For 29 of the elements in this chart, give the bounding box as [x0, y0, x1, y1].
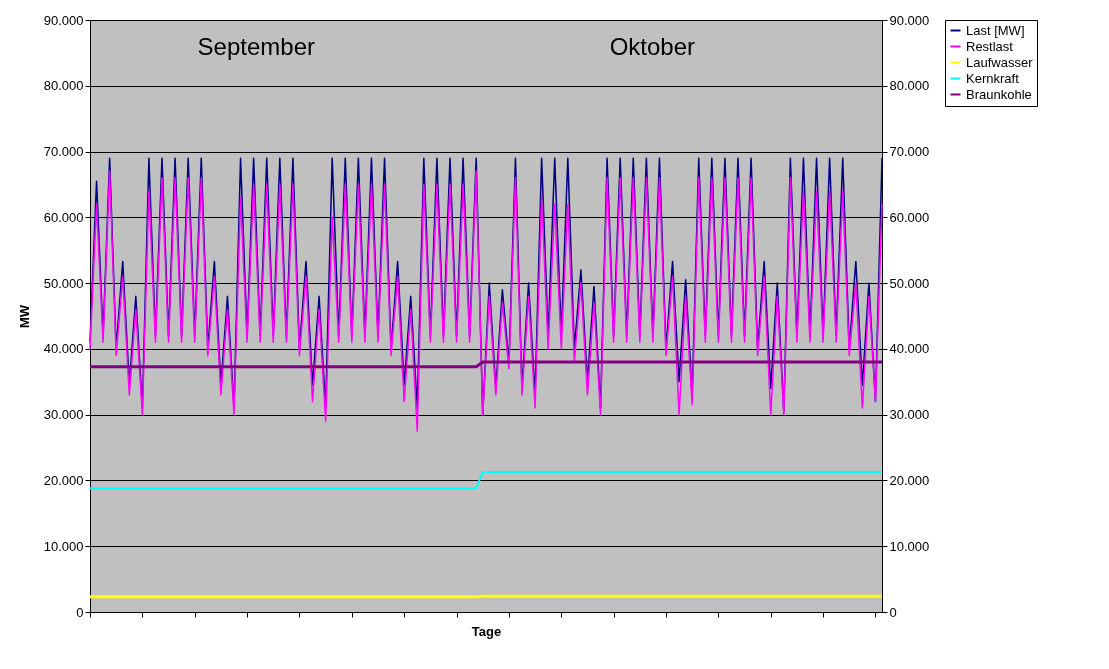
y-tick-label: 80.000: [43, 78, 84, 94]
legend-label: Braunkohle: [966, 86, 1032, 102]
y2-tick-label: 20.000: [889, 472, 930, 488]
y2-tick-label: 70.000: [889, 144, 930, 160]
legend-label: Restlast: [966, 38, 1014, 54]
legend-label: Last [MW]: [966, 22, 1025, 38]
y2-tick-label: 80.000: [889, 78, 930, 94]
y2-tick-label: 10.000: [889, 538, 930, 554]
y-tick-label: 0: [76, 604, 84, 620]
y-tick-label: 50.000: [43, 275, 84, 291]
y2-tick-label: 40.000: [889, 341, 930, 357]
y2-tick-label: 30.000: [889, 407, 930, 423]
y-tick-label: 10.000: [43, 538, 84, 554]
y-tick-label: 70.000: [43, 144, 84, 160]
annotation: Oktober: [609, 33, 696, 60]
y-tick-label: 30.000: [43, 407, 84, 423]
y-tick-label: 20.000: [43, 472, 84, 488]
annotation: September: [197, 33, 316, 60]
x-axis-title: Tage: [471, 624, 502, 639]
y2-tick-label: 60.000: [889, 209, 930, 225]
y2-tick-label: 90.000: [889, 12, 930, 28]
y-tick-label: 60.000: [43, 209, 84, 225]
y-axis-title: MW: [16, 304, 32, 329]
y2-tick-label: 50.000: [889, 275, 930, 291]
y-tick-label: 90.000: [43, 12, 84, 28]
legend-label: Laufwasser: [966, 54, 1034, 70]
y2-tick-label: 0: [889, 604, 897, 620]
legend-label: Kernkraft: [966, 70, 1020, 86]
y-tick-label: 40.000: [43, 341, 84, 357]
